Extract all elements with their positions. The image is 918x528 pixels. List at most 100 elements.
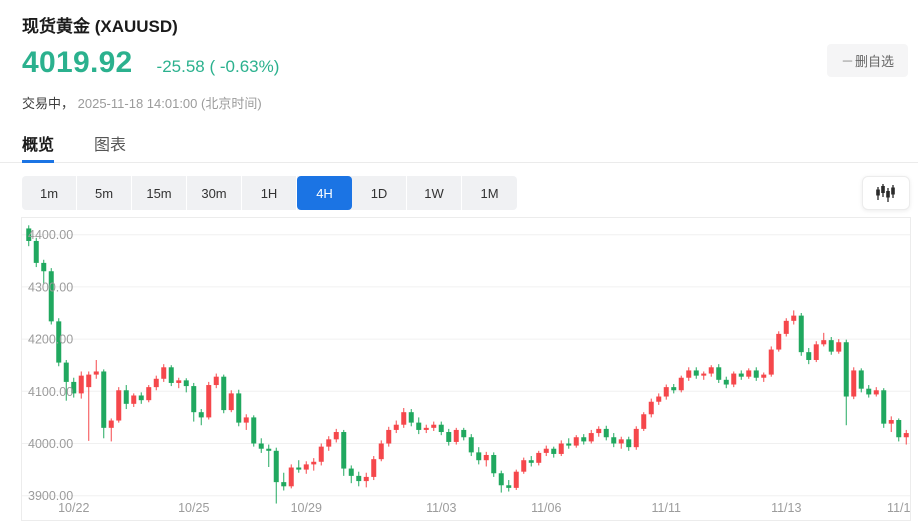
candle-body	[348, 468, 354, 476]
candle-body	[221, 376, 227, 411]
delete-watchlist-label: 删自选	[854, 54, 894, 69]
x-axis-label: 11/13	[771, 501, 801, 515]
candle-body	[603, 428, 609, 438]
timeframe-button-4H[interactable]: 4H	[297, 176, 352, 210]
candle-body	[866, 388, 872, 395]
tab-overview[interactable]: 概览	[22, 122, 55, 163]
candle-body	[521, 460, 527, 472]
timeframe-button-1W[interactable]: 1W	[407, 176, 462, 210]
candle-body	[281, 482, 287, 487]
trading-status: 交易中， 2025-11-18 14:01:00 (北京时间)	[22, 93, 262, 112]
candle-body	[611, 437, 617, 444]
quote-timestamp: 2025-11-18 14:01:00	[77, 96, 198, 111]
candle-body	[828, 340, 834, 352]
candle-body	[41, 262, 47, 272]
candle-body	[168, 367, 174, 383]
candle-body	[648, 401, 654, 415]
candle-body	[446, 432, 452, 442]
candle-body	[761, 374, 767, 378]
candle-body	[33, 240, 39, 263]
candle-body	[131, 395, 137, 404]
timeframe-button-1m[interactable]: 1m	[22, 176, 77, 210]
candle-body	[701, 373, 707, 376]
delete-watchlist-button[interactable]: － 删自选	[826, 44, 908, 77]
candle-body	[303, 464, 309, 470]
candle-body	[753, 370, 759, 378]
candlestick-chart: 4400.00 4300.00 4200.00 4100.00 4000.00 3900.…	[21, 217, 911, 521]
candle-body	[153, 378, 159, 388]
candle-body	[566, 443, 572, 446]
candle-body	[123, 390, 129, 404]
candle-body	[858, 370, 864, 389]
candle-body	[116, 390, 122, 421]
price-change: -25.58 ( -0.63%)	[156, 57, 280, 76]
candle-body	[596, 428, 602, 434]
timeframe-button-30m[interactable]: 30m	[187, 176, 242, 210]
x-axis-label: 11/03	[426, 501, 456, 515]
candle-body	[251, 417, 257, 444]
candle-body	[836, 342, 842, 352]
candle-body	[341, 432, 347, 469]
candle-body	[101, 371, 107, 428]
chart-style-button[interactable]	[862, 176, 910, 210]
candle-body	[78, 375, 84, 394]
timeframe-button-1M[interactable]: 1M	[480, 185, 499, 201]
candle-body	[183, 380, 189, 387]
candle-body	[888, 420, 894, 424]
timeframe-button-1D[interactable]: 1D	[352, 176, 407, 210]
candle-body	[138, 395, 144, 401]
candle-body	[498, 473, 504, 486]
price-row: 4019.92 -25.58 ( -0.63%)	[22, 46, 279, 80]
candle-body	[48, 271, 54, 322]
tab-chart[interactable]: 图表	[94, 137, 127, 154]
candle-body	[843, 342, 849, 397]
candle-body	[198, 412, 204, 418]
x-axis-label: 11/06	[531, 501, 561, 515]
candle-body	[791, 315, 797, 321]
candle-body	[461, 429, 467, 438]
candle-body	[806, 352, 812, 360]
candle-body	[821, 340, 827, 345]
tab-bar: 概览 图表	[0, 122, 918, 163]
candle-body	[798, 315, 804, 353]
y-axis-label: 4200.00	[28, 333, 73, 347]
y-axis-label: 4300.00	[28, 280, 73, 294]
minus-icon: －	[840, 54, 854, 69]
candle-body	[363, 476, 369, 482]
current-price: 4019.92	[22, 46, 133, 79]
candle-body	[641, 414, 647, 429]
candle-body	[423, 427, 429, 430]
candle-body	[71, 381, 77, 394]
candle-body	[56, 321, 62, 363]
candle-body	[491, 454, 497, 474]
candle-body	[93, 371, 99, 375]
candle-body	[438, 424, 444, 433]
candle-body	[776, 333, 782, 350]
candle-body	[431, 424, 437, 428]
candle-body	[671, 387, 677, 391]
timeframe-button-5m[interactable]: 5m	[77, 176, 132, 210]
candle-body	[536, 452, 542, 463]
candle-body	[243, 417, 249, 423]
candle-body	[528, 460, 534, 463]
candle-body	[468, 437, 474, 453]
y-axis-label: 4100.00	[28, 385, 73, 399]
candle-body	[266, 448, 272, 451]
timeframe-button-15m[interactable]: 15m	[132, 176, 187, 210]
page-title: 现货黄金 (XAUUSD)	[22, 17, 178, 36]
x-axis-label: 11/1	[887, 501, 910, 515]
candle-body	[408, 412, 414, 423]
candlestick-icon	[876, 184, 895, 202]
candle-body	[176, 380, 182, 383]
candle-body	[206, 385, 212, 418]
candle-body	[588, 433, 594, 442]
candle-body	[161, 367, 167, 379]
candle-body	[401, 412, 407, 425]
candle-body	[228, 393, 234, 411]
candle-body	[813, 344, 819, 360]
candle-body	[371, 459, 377, 477]
timeframe-button-1H[interactable]: 1H	[242, 176, 297, 210]
candle-body	[626, 439, 632, 448]
candle-body	[851, 370, 857, 397]
timezone: (北京时间)	[201, 96, 262, 111]
